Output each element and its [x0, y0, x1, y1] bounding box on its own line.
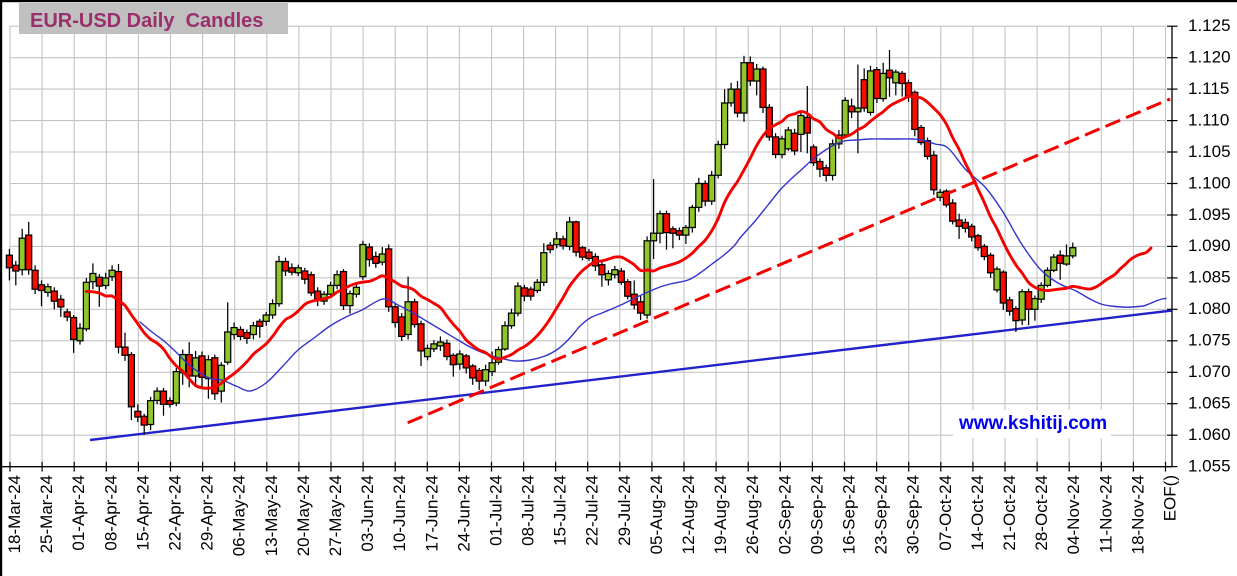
- svg-text:22-Jul-24: 22-Jul-24: [583, 475, 602, 546]
- svg-text:EUR-USD Daily Candles: EUR-USD Daily Candles: [30, 10, 263, 32]
- svg-text:1.105: 1.105: [1188, 142, 1231, 161]
- svg-text:09-Sep-24: 09-Sep-24: [807, 475, 826, 554]
- svg-text:12-Aug-24: 12-Aug-24: [679, 475, 698, 554]
- svg-text:18-Nov-24: 18-Nov-24: [1128, 475, 1147, 554]
- svg-text:1.090: 1.090: [1188, 236, 1231, 255]
- svg-text:18-Mar-24: 18-Mar-24: [5, 475, 24, 553]
- svg-text:13-May-24: 13-May-24: [262, 475, 281, 556]
- svg-text:EOF(): EOF(): [1161, 475, 1180, 521]
- svg-text:28-Oct-24: 28-Oct-24: [1032, 475, 1051, 551]
- svg-text:24-Jun-24: 24-Jun-24: [454, 475, 473, 552]
- svg-text:1.100: 1.100: [1188, 173, 1231, 192]
- svg-text:1.125: 1.125: [1188, 16, 1231, 35]
- svg-text:06-May-24: 06-May-24: [230, 475, 249, 556]
- svg-text:16-Sep-24: 16-Sep-24: [840, 475, 859, 554]
- svg-text:1.110: 1.110: [1188, 110, 1229, 129]
- svg-text:1.085: 1.085: [1188, 268, 1231, 287]
- svg-text:1.060: 1.060: [1188, 425, 1231, 444]
- svg-text:20-May-24: 20-May-24: [294, 475, 313, 556]
- svg-text:22-Apr-24: 22-Apr-24: [166, 475, 185, 551]
- svg-text:23-Sep-24: 23-Sep-24: [872, 475, 891, 554]
- svg-text:30-Sep-24: 30-Sep-24: [904, 475, 923, 554]
- svg-text:17-Jun-24: 17-Jun-24: [422, 475, 441, 552]
- svg-text:15-Jul-24: 15-Jul-24: [551, 475, 570, 546]
- svg-text:15-Apr-24: 15-Apr-24: [133, 475, 152, 551]
- svg-text:03-Jun-24: 03-Jun-24: [358, 475, 377, 552]
- svg-text:01-Apr-24: 01-Apr-24: [69, 475, 88, 551]
- svg-text:02-Sep-24: 02-Sep-24: [775, 475, 794, 554]
- svg-text:1.080: 1.080: [1188, 299, 1231, 318]
- svg-text:www.kshitij.com: www.kshitij.com: [958, 413, 1107, 434]
- svg-text:1.095: 1.095: [1188, 205, 1231, 224]
- svg-text:1.075: 1.075: [1188, 331, 1231, 350]
- svg-text:1.070: 1.070: [1188, 362, 1231, 381]
- svg-text:29-Apr-24: 29-Apr-24: [198, 475, 217, 551]
- svg-text:10-Jun-24: 10-Jun-24: [390, 475, 409, 552]
- svg-text:21-Oct-24: 21-Oct-24: [1000, 475, 1019, 551]
- svg-text:14-Oct-24: 14-Oct-24: [968, 475, 987, 551]
- svg-text:1.115: 1.115: [1188, 79, 1229, 98]
- svg-text:26-Aug-24: 26-Aug-24: [743, 475, 762, 554]
- svg-text:1.065: 1.065: [1188, 394, 1231, 413]
- svg-text:25-Mar-24: 25-Mar-24: [37, 475, 56, 553]
- svg-text:07-Oct-24: 07-Oct-24: [936, 475, 955, 551]
- svg-text:04-Nov-24: 04-Nov-24: [1064, 475, 1083, 554]
- svg-text:19-Aug-24: 19-Aug-24: [711, 475, 730, 554]
- svg-text:08-Apr-24: 08-Apr-24: [101, 475, 120, 551]
- svg-text:05-Aug-24: 05-Aug-24: [647, 475, 666, 554]
- svg-text:1.055: 1.055: [1188, 456, 1231, 475]
- svg-text:01-Jul-24: 01-Jul-24: [487, 475, 506, 546]
- svg-text:29-Jul-24: 29-Jul-24: [615, 475, 634, 546]
- svg-text:11-Nov-24: 11-Nov-24: [1096, 475, 1115, 553]
- svg-text:08-Jul-24: 08-Jul-24: [519, 475, 538, 546]
- svg-text:27-May-24: 27-May-24: [326, 475, 345, 556]
- svg-text:1.120: 1.120: [1188, 48, 1231, 67]
